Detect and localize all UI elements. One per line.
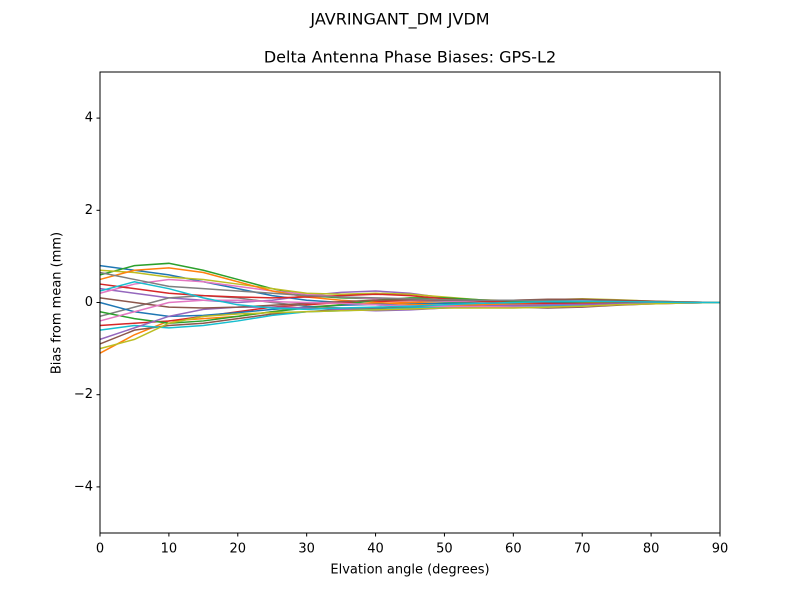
x-tick-label: 60 (505, 542, 522, 557)
x-tick-label: 20 (230, 542, 247, 557)
y-tick-label: −2 (74, 387, 93, 402)
suptitle: JAVRINGANT_DM JVDM (309, 10, 489, 30)
x-tick-label: 40 (367, 542, 384, 557)
y-tick-label: 2 (85, 203, 93, 218)
x-axis-label: Elvation angle (degrees) (330, 563, 489, 578)
y-tick-label: 0 (85, 295, 93, 310)
y-tick-label: −4 (74, 479, 93, 494)
x-tick-label: 80 (643, 542, 660, 557)
x-tick-label: 0 (96, 542, 104, 557)
series-line (99, 301, 721, 350)
x-tick-label: 30 (298, 542, 315, 557)
x-tick-label: 10 (161, 542, 178, 557)
series-line (99, 301, 721, 341)
series-line (99, 280, 720, 311)
plot-area (99, 262, 721, 354)
chart-title: Delta Antenna Phase Biases: GPS-L2 (264, 48, 556, 67)
y-axis-label: Bias from mean (mm) (50, 232, 65, 374)
y-tick-label: 4 (85, 111, 93, 126)
x-tick-label: 50 (436, 542, 453, 557)
x-tick-label: 90 (712, 542, 729, 557)
series-line (99, 297, 721, 309)
x-tick-label: 70 (574, 542, 591, 557)
